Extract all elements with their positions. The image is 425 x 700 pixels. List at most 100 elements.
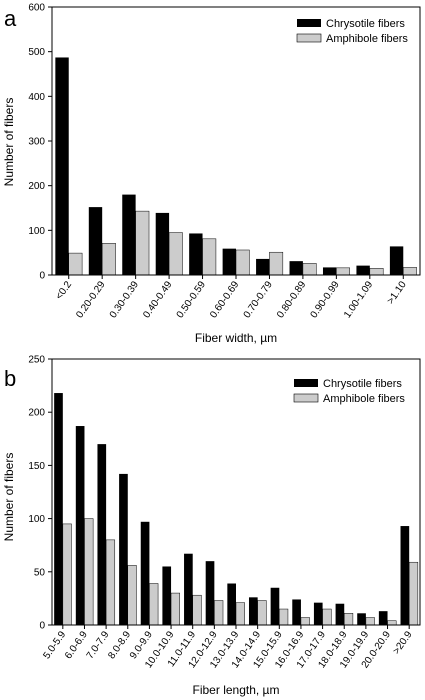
bar-chrysotile-12 — [313, 602, 323, 625]
y-axis-title: Number of fibers — [2, 453, 16, 542]
bar-amphibole-5 — [170, 592, 180, 626]
bar-chrysotile-2 — [97, 444, 107, 625]
bar-amphibole-3 — [127, 565, 137, 626]
bar-amphibole-4 — [202, 238, 217, 276]
x-tick-label: 0.30-0.39 — [108, 279, 141, 320]
legend-label-chrysotile: Chrysotile fibers — [326, 18, 405, 30]
y-tick-label: 600 — [28, 3, 45, 14]
legend-swatch-amphibole — [293, 393, 319, 403]
y-axis-title: Number of fibers — [2, 98, 16, 187]
bar-chrysotile-4 — [189, 233, 203, 275]
bar-amphibole-10 — [279, 608, 289, 626]
legend-label-chrysotile: Chrysotile fibers — [323, 378, 402, 390]
bar-amphibole-7 — [214, 600, 224, 626]
bar-amphibole-1 — [84, 518, 94, 626]
bar-chrysotile-10 — [270, 587, 280, 625]
x-tick-label: 0.90-0.99 — [309, 279, 342, 320]
legend-label-amphibole: Amphibole fibers — [326, 33, 408, 45]
bar-chrysotile-16 — [400, 526, 410, 625]
y-tick-label: 100 — [28, 226, 45, 237]
x-tick-label: >20.9 — [391, 629, 415, 656]
x-tick-label: 0.20-0.29 — [74, 279, 107, 320]
bar-amphibole-0 — [62, 523, 72, 626]
bar-chrysotile-3 — [155, 212, 170, 275]
bar-amphibole-13 — [343, 613, 354, 626]
bar-chrysotile-2 — [122, 194, 136, 275]
bar-chrysotile-0 — [55, 57, 69, 275]
legend-swatch-amphibole — [296, 33, 322, 43]
bar-chrysotile-1 — [75, 426, 85, 625]
bar-amphibole-1 — [101, 243, 116, 276]
y-tick-label: 150 — [28, 461, 45, 472]
bar-amphibole-6 — [269, 251, 284, 276]
bar-amphibole-0 — [68, 252, 83, 276]
y-tick-label: 0 — [39, 621, 45, 632]
x-tick-label: 0.60-0.69 — [208, 279, 241, 320]
x-tick-label: 0.70-0.79 — [242, 279, 275, 320]
bar-chrysotile-5 — [222, 248, 236, 275]
x-tick-label: 0.40-0.49 — [141, 279, 174, 320]
chart-panel-a: a Number of fibers Fiber width, µm Chrys… — [2, 3, 421, 345]
bar-amphibole-10 — [403, 267, 417, 276]
bar-chrysotile-4 — [140, 521, 150, 625]
bar-chrysotile-14 — [357, 613, 366, 625]
x-axis-title: Fiber width, µm — [195, 331, 277, 345]
legend: Chrysotile fibers Amphibole fibers — [296, 18, 408, 45]
bar-chrysotile-3 — [119, 473, 128, 625]
bar-chrysotile-8 — [322, 267, 337, 275]
bar-chrysotile-15 — [378, 611, 388, 625]
bar-amphibole-6 — [192, 594, 202, 626]
bar-amphibole-2 — [105, 539, 116, 626]
bar-amphibole-8 — [336, 267, 350, 276]
bar-amphibole-8 — [235, 602, 245, 626]
legend-swatch-chrysotile — [297, 19, 321, 27]
bar-amphibole-11 — [300, 617, 310, 626]
x-tick-label: >1.10 — [385, 279, 409, 306]
bar-chrysotile-6 — [256, 258, 270, 275]
panel-label: a — [4, 6, 17, 31]
plot-frame — [51, 6, 421, 276]
x-tick-label: <0.2 — [54, 279, 75, 302]
bar-chrysotile-9 — [356, 265, 370, 275]
bar-amphibole-16 — [408, 561, 419, 626]
legend: Chrysotile fibers Amphibole fibers — [293, 378, 405, 405]
bar-chrysotile-10 — [389, 246, 404, 275]
bar-amphibole-7 — [302, 263, 317, 276]
y-tick-label: 300 — [28, 137, 45, 148]
plot-area: 0 100 200 300 400 500 600 <0.2 0.20-0.29 0.30-0.3… — [28, 3, 421, 320]
bar-chrysotile-7 — [205, 561, 215, 625]
x-tick-label: 1.00-1.09 — [342, 279, 375, 320]
bar-chrysotile-0 — [54, 393, 63, 625]
bar-amphibole-14 — [365, 617, 375, 626]
y-tick-label: 200 — [28, 408, 45, 419]
y-tick-label: 400 — [28, 92, 45, 103]
x-tick-label: 0.50-0.59 — [175, 279, 208, 320]
x-tick-label: 0.80-0.89 — [275, 279, 308, 320]
bar-chrysotile-5 — [162, 566, 172, 625]
bar-chrysotile-8 — [227, 583, 236, 625]
bar-chrysotile-13 — [335, 603, 345, 625]
bar-amphibole-9 — [369, 268, 384, 276]
x-axis-title: Fiber length, µm — [193, 683, 280, 697]
y-tick-label: 250 — [28, 355, 45, 366]
bar-amphibole-3 — [168, 232, 183, 276]
y-tick-label: 200 — [28, 181, 45, 192]
bar-chrysotile-6 — [184, 553, 193, 625]
bar-amphibole-5 — [235, 249, 250, 276]
panel-label: b — [4, 366, 16, 391]
chart-panel-b: b Number of fibers Fiber length, µm Chry… — [2, 355, 421, 697]
bar-chrysotile-7 — [289, 261, 303, 275]
bar-amphibole-9 — [257, 600, 267, 626]
legend-swatch-chrysotile — [294, 379, 318, 387]
bar-chrysotile-1 — [88, 207, 103, 275]
bar-chrysotile-11 — [292, 599, 301, 625]
bar-amphibole-12 — [322, 608, 332, 626]
bar-amphibole-4 — [149, 583, 159, 626]
y-tick-label: 100 — [28, 514, 45, 525]
bar-amphibole-2 — [135, 210, 150, 276]
bar-chrysotile-9 — [248, 597, 258, 625]
legend-label-amphibole: Amphibole fibers — [323, 393, 405, 405]
y-tick-label: 500 — [28, 47, 45, 58]
bar-amphibole-15 — [387, 620, 397, 626]
